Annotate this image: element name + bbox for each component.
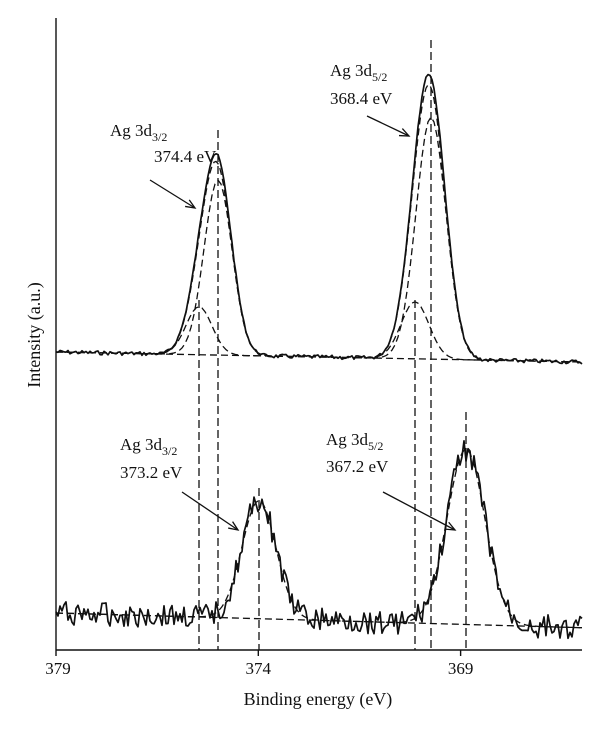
x-axis-title: Binding energy (eV)	[244, 689, 393, 710]
peak-label-main: Ag 3d	[110, 121, 153, 140]
peak-label-subscript: 5/2	[368, 439, 383, 453]
peak-energy-label: 368.4 eV	[330, 89, 393, 108]
peak-arrow-line	[149, 179, 196, 209]
peak-label: Ag 3d3/2	[120, 435, 177, 458]
x-tick-label: 374	[246, 659, 272, 678]
peak-arrow-line	[382, 491, 456, 531]
peak-label: Ag 3d5/2	[326, 430, 383, 453]
peak-energy-label: 374.4 eV	[154, 147, 217, 166]
axes	[55, 18, 582, 651]
peak-label-main: Ag 3d	[326, 430, 369, 449]
peak-label-subscript: 3/2	[162, 444, 177, 458]
top-spectrum-line	[55, 73, 583, 365]
peak-label-subscript: 5/2	[372, 70, 387, 84]
x-tick-label: 379	[45, 659, 71, 678]
x-ticks: 379 374 369	[45, 650, 473, 678]
peak-energy-label: 373.2 eV	[120, 463, 183, 482]
peak-arrow-head	[398, 128, 411, 137]
peak-label: Ag 3d5/2	[330, 61, 387, 84]
peak-arrow-head	[228, 521, 240, 531]
peak-label-main: Ag 3d	[120, 435, 163, 454]
peak-arrow-head	[444, 521, 457, 531]
bottom-spectrum-line	[55, 439, 583, 640]
peak-label-main: Ag 3d	[330, 61, 373, 80]
peak-label: Ag 3d3/2	[110, 121, 167, 144]
peak-label-subscript: 3/2	[152, 130, 167, 144]
peak-arrow-line	[366, 115, 410, 137]
x-tick-label: 369	[448, 659, 474, 678]
peak-arrow-head	[185, 199, 197, 209]
y-axis-title: Intensity (a.u.)	[24, 282, 45, 387]
peak-energy-label: 367.2 eV	[326, 457, 389, 476]
top-fit-component-3	[371, 115, 492, 361]
peak-arrow-line	[181, 491, 239, 531]
plot-marks	[55, 40, 583, 650]
